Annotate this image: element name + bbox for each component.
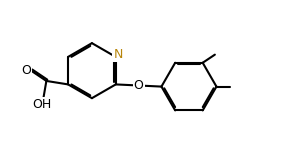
Text: OH: OH — [32, 98, 52, 111]
Text: O: O — [21, 64, 31, 77]
Text: O: O — [134, 79, 143, 92]
Text: N: N — [113, 48, 123, 61]
